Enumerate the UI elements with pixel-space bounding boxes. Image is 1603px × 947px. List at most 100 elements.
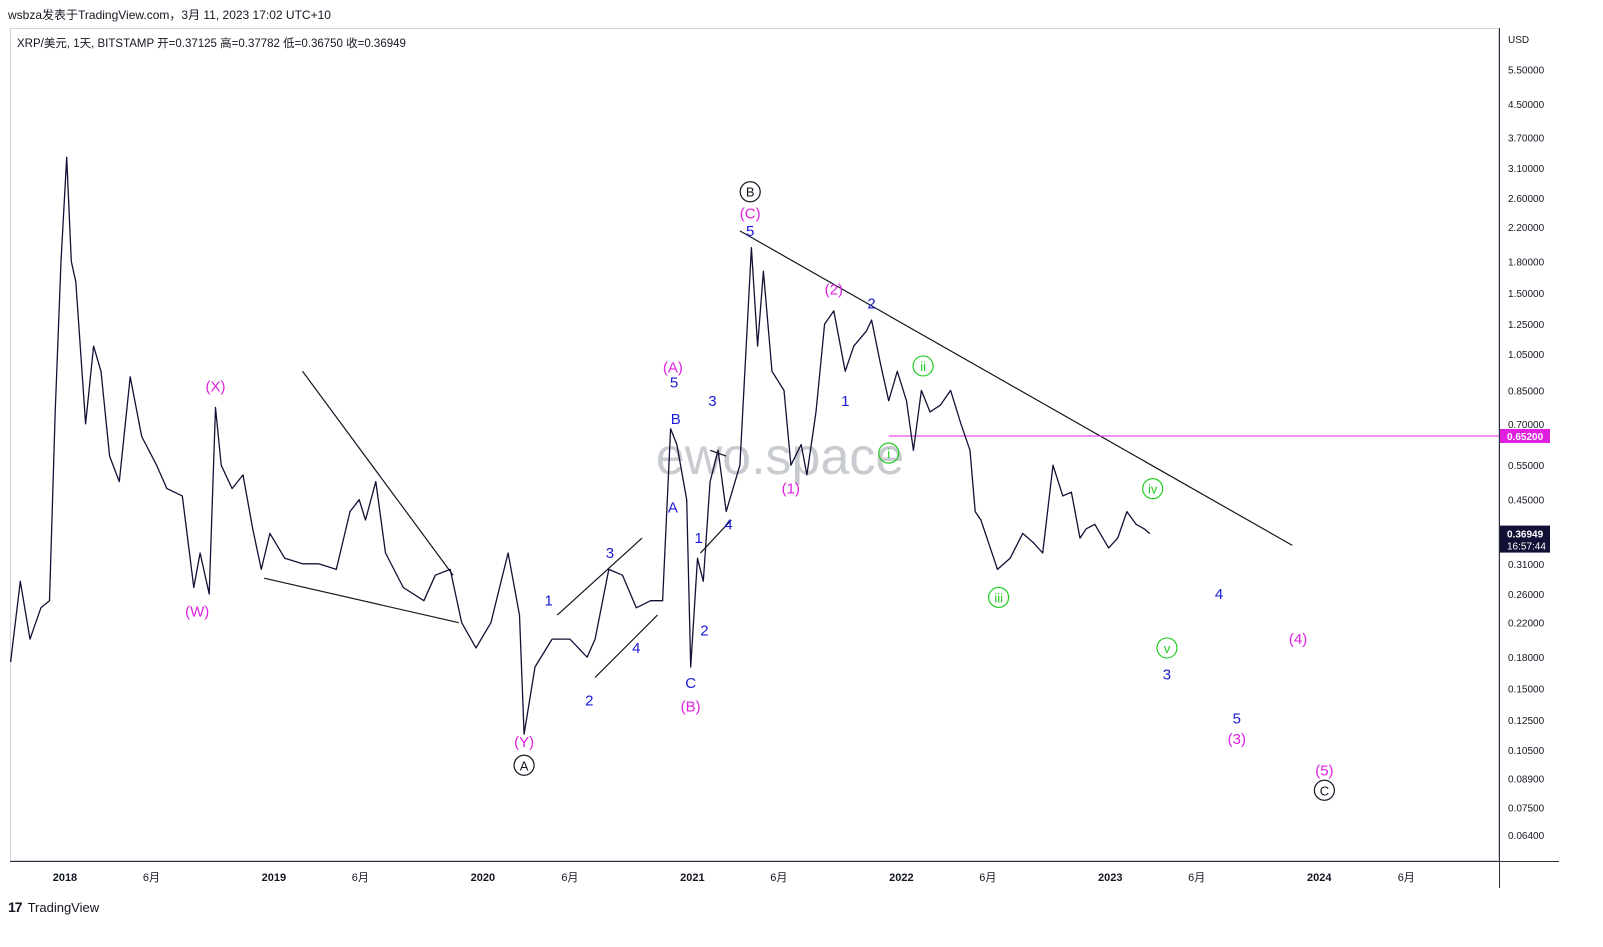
time-tick-label: 2022: [889, 872, 913, 884]
countdown-label: 16:57:44: [1507, 542, 1546, 553]
wave-label: ii: [920, 359, 926, 374]
wave-label: 3: [606, 545, 614, 562]
wave-label-circle: [988, 586, 1010, 608]
legend: XRP/美元, 1天, BITSTAMP 开=0.37125 高=0.37782…: [17, 35, 406, 51]
wave-label: 4: [632, 640, 640, 657]
current-price-label: 0.36949: [1507, 530, 1544, 541]
time-tick-label: 6月: [561, 872, 578, 884]
price-tick-label: 0.55000: [1508, 461, 1545, 472]
wave-label: 5: [670, 374, 678, 391]
price-tick-label: 0.06400: [1508, 831, 1545, 842]
price-tick-label: 0.70000: [1508, 420, 1545, 431]
price-axis-currency: USD: [1508, 35, 1529, 46]
time-tick-label: 2024: [1307, 872, 1332, 884]
time-tick-label: 6月: [770, 872, 787, 884]
trendline: [556, 537, 643, 616]
price-tick-label: 0.15000: [1508, 685, 1545, 696]
time-tick-label: 2020: [471, 872, 495, 884]
wave-label-circle: [1142, 478, 1164, 500]
wave-label: iii: [994, 590, 1003, 605]
price-series: [9, 156, 1151, 735]
price-tick-label: 0.08900: [1508, 774, 1545, 785]
wave-label: 2: [867, 295, 875, 312]
trendline: [302, 370, 454, 576]
wave-label: 4: [724, 516, 732, 533]
wave-label: i: [887, 446, 890, 461]
tradingview-footer: 17 TradingView: [8, 899, 99, 915]
price-tick-label: 2.20000: [1508, 223, 1545, 234]
tradingview-brand: TradingView: [27, 899, 100, 915]
chart-pane[interactable]: [10, 28, 1499, 861]
wave-label: 1: [841, 393, 849, 410]
time-tick-label: 6月: [143, 872, 160, 884]
trendline: [594, 614, 658, 678]
time-tick-label: 2018: [53, 872, 77, 884]
time-axis[interactable]: [10, 861, 1559, 890]
price-tick-label: 1.80000: [1508, 257, 1545, 268]
time-tick-label: 2019: [262, 872, 286, 884]
price-tick-label: 3.10000: [1508, 164, 1545, 175]
price-tick-label: 4.50000: [1508, 100, 1545, 111]
wave-label: C: [1320, 783, 1329, 798]
wave-label: B: [746, 185, 755, 200]
trendline: [264, 577, 459, 624]
price-tick-label: 1.50000: [1508, 289, 1545, 300]
price-tick-label: 2.60000: [1508, 194, 1545, 205]
price-tick-label: 0.85000: [1508, 386, 1545, 397]
price-tick-label: 1.25000: [1508, 320, 1545, 331]
wave-label: 4: [1215, 586, 1223, 603]
wave-label: 2: [700, 623, 708, 640]
wave-label: 5: [1233, 711, 1241, 728]
wave-label: (1): [782, 481, 800, 498]
wave-label: (B): [681, 699, 701, 716]
wave-label: iv: [1148, 482, 1158, 497]
price-tick-label: 0.45000: [1508, 496, 1545, 507]
price-tick-label: 0.10500: [1508, 746, 1545, 757]
wave-label: C: [685, 675, 696, 692]
price-tick-label: 0.31000: [1508, 560, 1545, 571]
price-tick-label: 0.18000: [1508, 653, 1545, 664]
wave-label: (A): [663, 360, 683, 377]
publish-info: wsbza发表于TradingView.com，3月 11, 2023 17:0…: [8, 8, 331, 22]
trendline: [739, 230, 1293, 546]
price-tick-label: 0.26000: [1508, 590, 1545, 601]
wave-label-circle: [513, 754, 535, 776]
price-tick-label: 3.70000: [1508, 134, 1545, 145]
wave-label: B: [671, 411, 681, 428]
level-label: 0.65200: [1507, 432, 1544, 443]
price-tick-label: 0.22000: [1508, 619, 1545, 630]
price-line: [9, 156, 1151, 735]
wave-label: v: [1164, 641, 1171, 656]
legend-symbol: XRP/美元, 1天, BITSTAMP: [17, 38, 154, 50]
wave-label-circle: [1156, 637, 1178, 659]
price-tick-label: 5.50000: [1508, 65, 1545, 76]
wave-label: 1: [545, 593, 553, 610]
time-tick-label: 6月: [979, 872, 996, 884]
price-tick-label: 0.07500: [1508, 804, 1545, 815]
wave-label: (Y): [514, 734, 534, 751]
watermark: ewo.space: [656, 428, 905, 486]
wave-label: 2: [585, 692, 593, 709]
time-tick-label: 6月: [1398, 872, 1415, 884]
wave-label: (C): [740, 205, 761, 222]
time-tick-label: 2023: [1098, 872, 1122, 884]
price-tick-label: 0.12500: [1508, 716, 1545, 727]
wave-label: 5: [746, 223, 754, 240]
wave-label: A: [668, 500, 678, 517]
wave-label: (2): [825, 281, 843, 298]
wave-label: (3): [1228, 731, 1246, 748]
wave-label: (5): [1315, 763, 1333, 780]
price-axis-labels: USD 5.50000 4.50000 3.70000 3.10000 2.60000 2.…: [1500, 35, 1550, 842]
wave-label: (W): [185, 603, 209, 620]
wave-label-circle: [878, 442, 900, 464]
legend-ohlc: 开=0.37125 高=0.37782 低=0.36750 收=0.36949: [157, 38, 406, 50]
wave-label-circle: [912, 355, 934, 377]
price-tick-label: 1.05000: [1508, 350, 1545, 361]
wave-label: 3: [708, 393, 716, 410]
wave-label-circle: [739, 181, 761, 203]
wave-label-circle: [1313, 779, 1335, 801]
time-tick-label: 6月: [1188, 872, 1205, 884]
price-axis[interactable]: [1499, 28, 1560, 888]
level-label-box: [1500, 428, 1550, 443]
